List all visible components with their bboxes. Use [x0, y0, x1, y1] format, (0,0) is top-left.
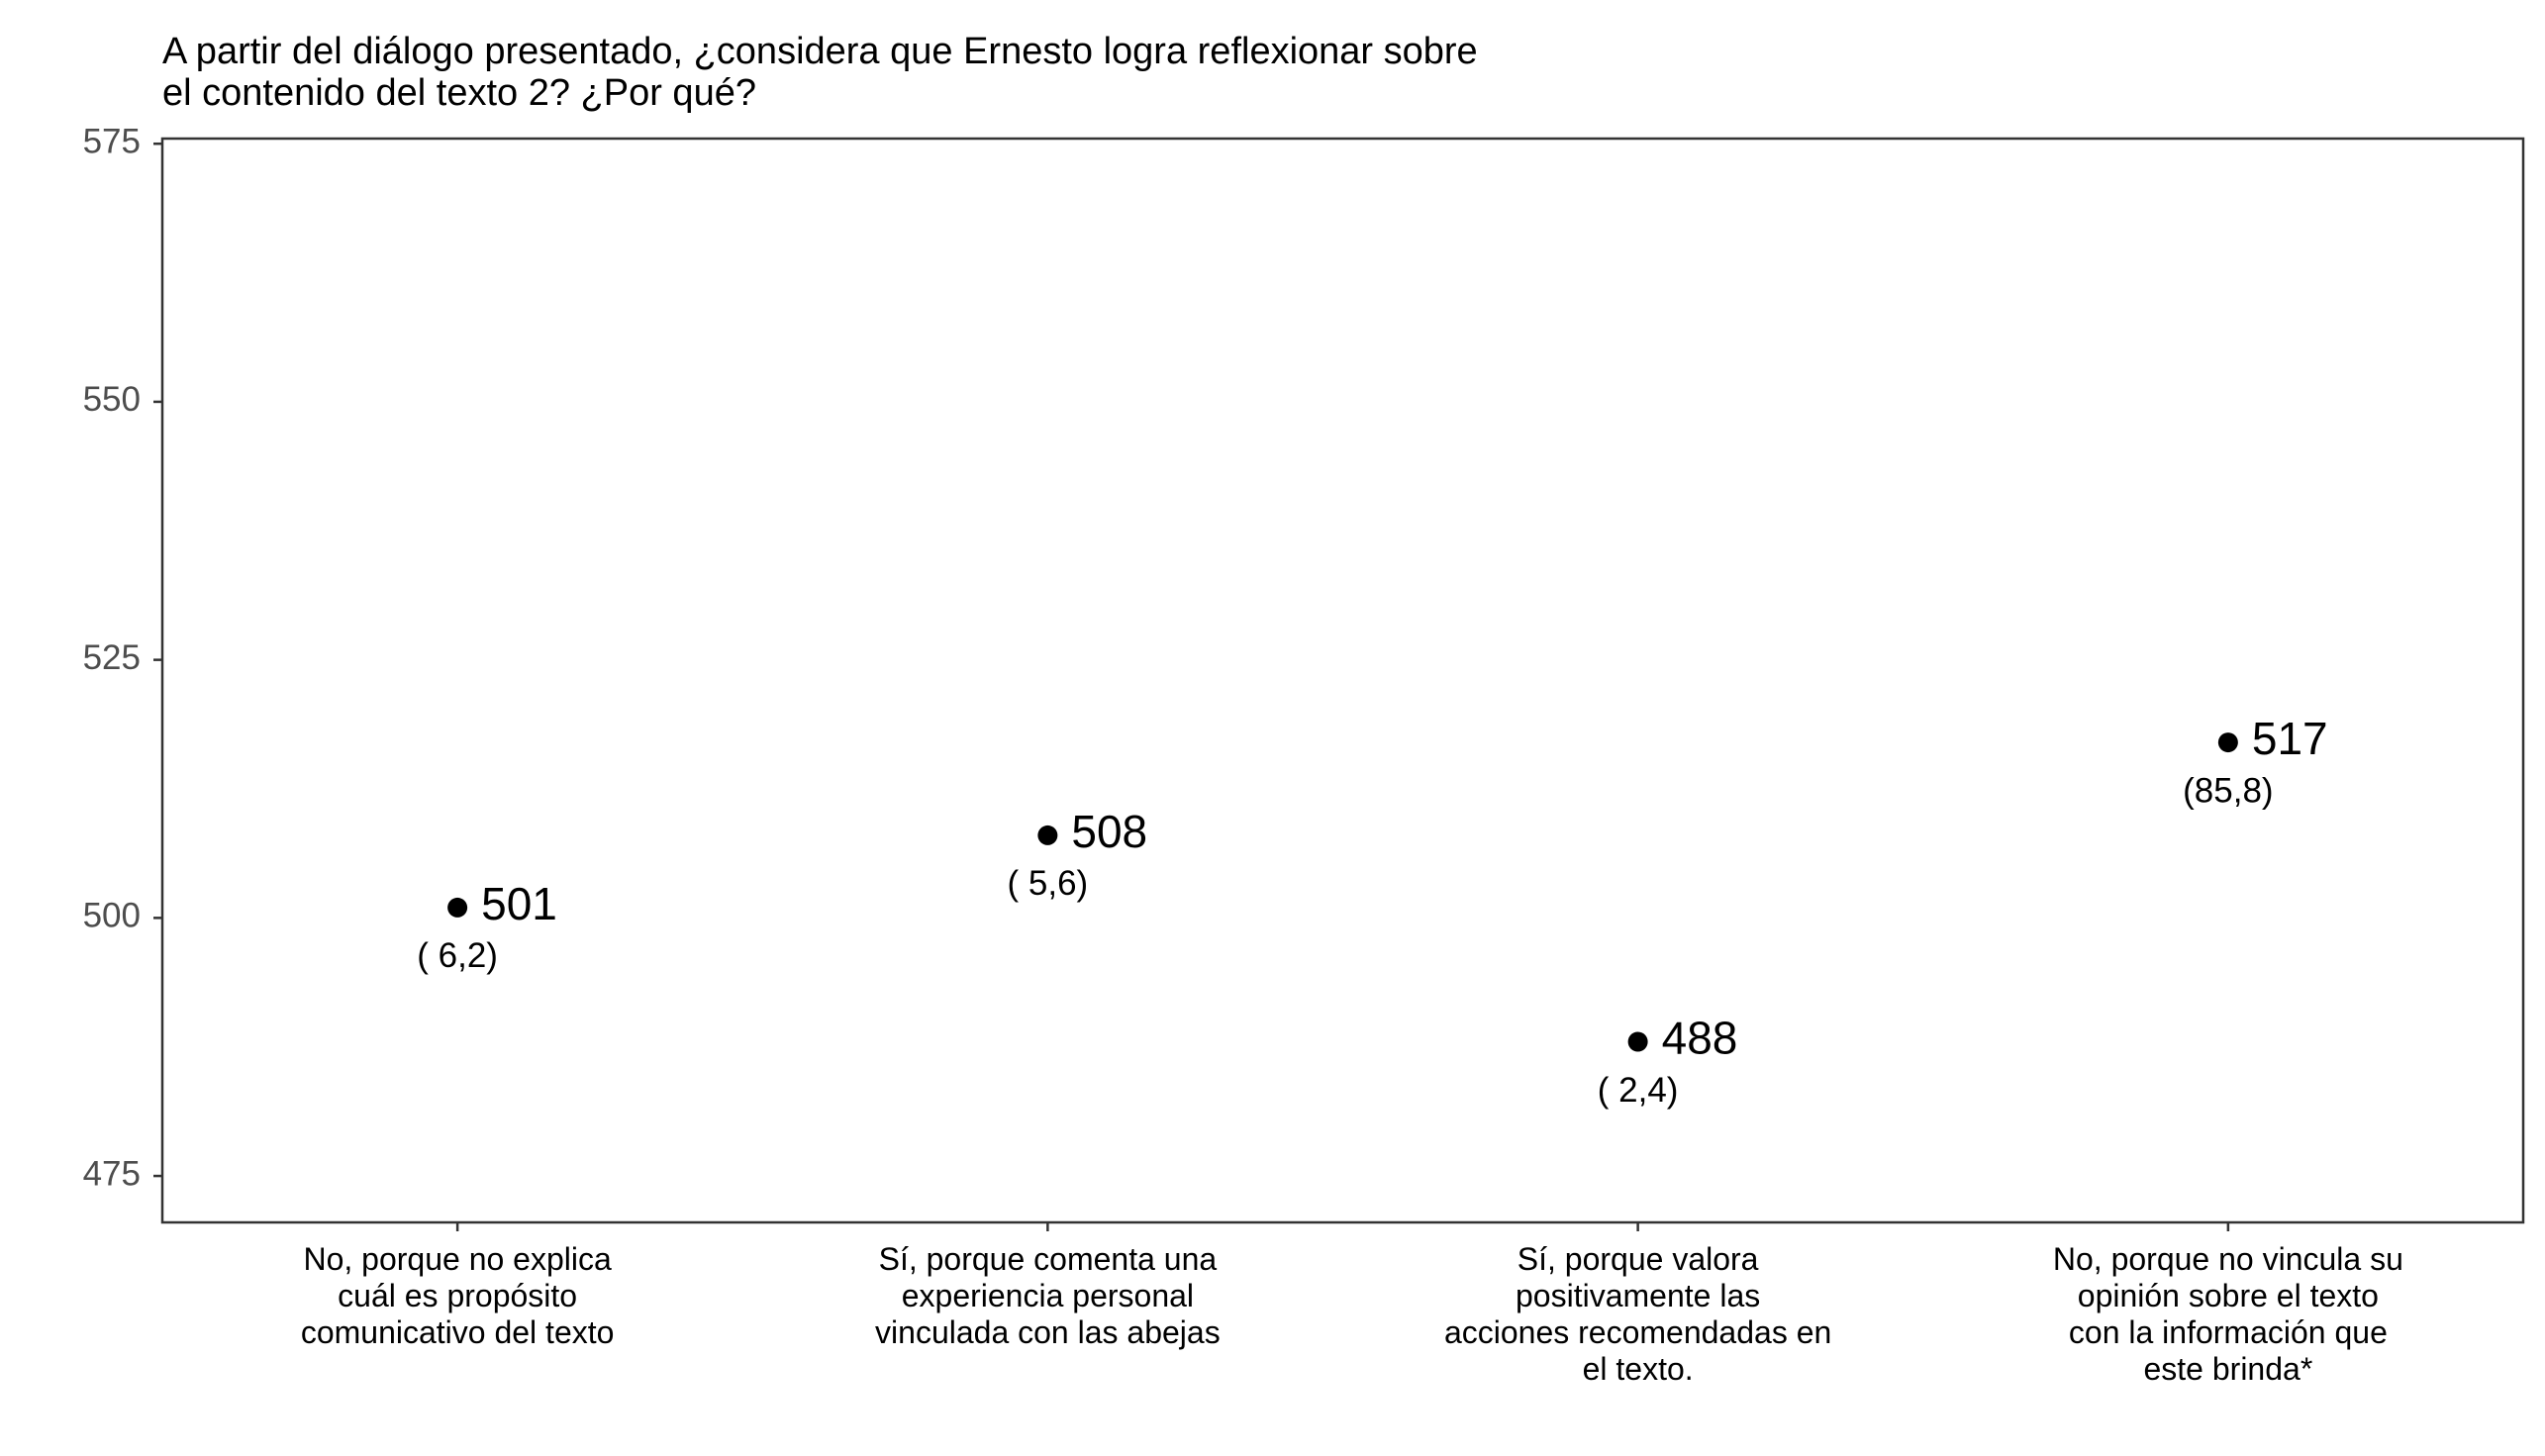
value-label: 501: [481, 878, 557, 929]
y-tick-label: 475: [83, 1154, 141, 1193]
x-category-label: Sí, porque comenta una experiencia person…: [875, 1241, 1221, 1350]
percent-label: ( 2,4): [1598, 1071, 1679, 1110]
x-category-label-line: vinculada con las abejas: [875, 1314, 1221, 1350]
x-category-label-line: positivamente las: [1516, 1278, 1760, 1313]
x-category-label-line: comunicativo del texto: [301, 1314, 615, 1350]
y-tick-label: 500: [83, 897, 141, 935]
x-category-label: No, porque no vincula su opinión sobre el…: [2053, 1241, 2403, 1387]
data-point: [447, 897, 468, 918]
x-category-label-line: No, porque no vincula su: [2053, 1241, 2403, 1277]
x-category-label: No, porque no explica cuál es propósito co…: [301, 1241, 615, 1350]
x-category-label-line: Sí, porque valora: [1517, 1241, 1759, 1277]
y-axis: 475 500 525 550 575: [83, 122, 162, 1193]
x-category-label-line: experiencia personal: [902, 1278, 1194, 1313]
x-axis: No, porque no explica cuál es propósito co…: [301, 1222, 2403, 1387]
plot-panel: [160, 137, 2525, 1224]
x-category-label: Sí, porque valora positivamente las accion…: [1444, 1241, 1831, 1387]
percent-label: ( 5,6): [1008, 864, 1089, 903]
data-point: [1627, 1031, 1648, 1052]
x-category-label-line: opinión sobre el texto: [2078, 1278, 2379, 1313]
chart-title: A partir del diálogo presentado, ¿consid…: [162, 31, 1478, 114]
percent-label: (85,8): [2183, 771, 2273, 810]
x-category-label-line: el texto.: [1583, 1351, 1694, 1387]
value-label: 508: [1071, 806, 1147, 857]
x-category-label-line: Sí, porque comenta una: [879, 1241, 1218, 1277]
chart-title-line: el contenido del texto 2? ¿Por qué?: [162, 72, 756, 114]
chart-title-line: A partir del diálogo presentado, ¿consid…: [162, 31, 1478, 72]
data-point: [1037, 825, 1058, 845]
data-point: [2217, 732, 2238, 753]
data-points: 501 ( 6,2) 508 ( 5,6) 488 ( 2,4) 517 (85,8): [417, 713, 2327, 1110]
value-label: 488: [1662, 1013, 1738, 1064]
y-tick-label: 525: [83, 638, 141, 677]
value-label: 517: [2252, 713, 2328, 764]
x-category-label-line: cuál es propósito: [338, 1278, 577, 1313]
x-category-label-line: este brinda*: [2143, 1351, 2312, 1387]
x-category-label-line: No, porque no explica: [303, 1241, 612, 1277]
x-category-label-line: acciones recomendadas en: [1444, 1314, 1831, 1350]
x-category-label-line: con la información que: [2069, 1314, 2388, 1350]
y-tick-label: 550: [83, 380, 141, 419]
y-tick-label: 575: [83, 122, 141, 160]
percent-label: ( 6,2): [417, 936, 498, 975]
